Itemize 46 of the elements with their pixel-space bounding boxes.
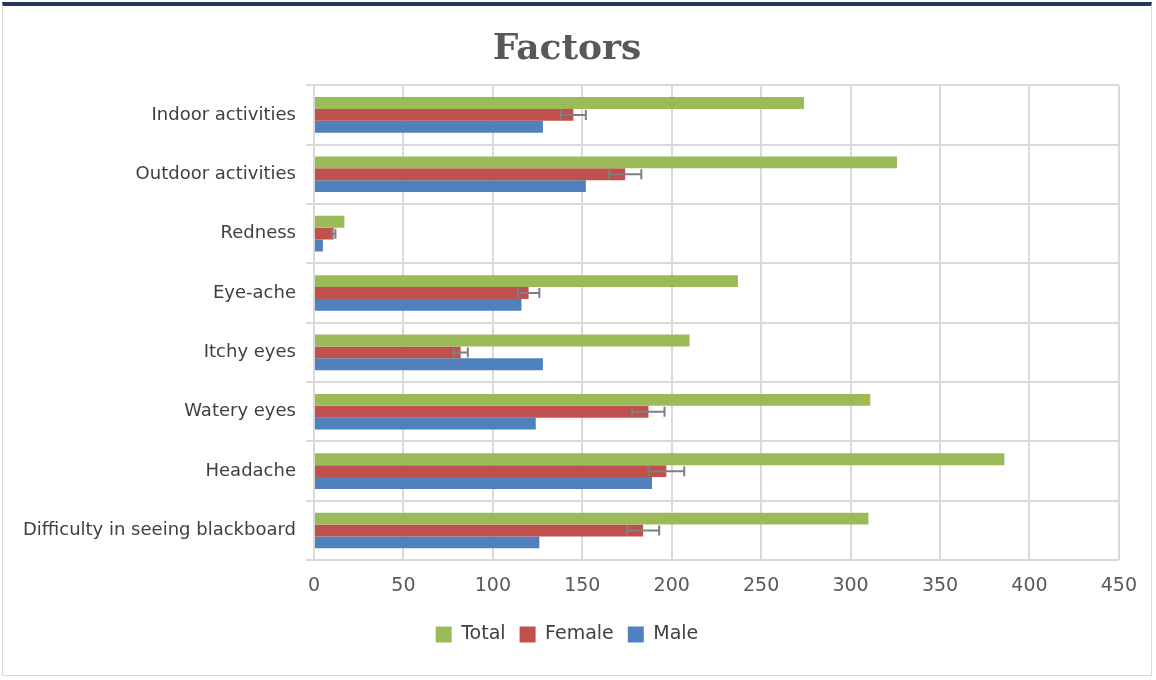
bar [314, 239, 323, 252]
bar [314, 536, 540, 549]
bar [314, 358, 543, 371]
bar [314, 298, 522, 311]
y-tick-label: Watery eyes [184, 399, 296, 421]
legend-label: Male [653, 621, 699, 644]
x-tick-label: 100 [474, 572, 511, 595]
bar [314, 453, 1005, 466]
bar [314, 275, 738, 288]
y-tick-label: Outdoor activities [135, 161, 296, 183]
chart-title: Factors [492, 24, 642, 67]
y-tick-label: Redness [220, 221, 296, 243]
x-tick-label: 150 [564, 572, 601, 595]
bar [314, 120, 543, 133]
x-tick-label: 200 [653, 572, 690, 595]
bar [314, 287, 529, 299]
bar [314, 417, 536, 430]
y-tick-label: Eye-ache [212, 280, 296, 302]
bar [314, 168, 626, 181]
bar [314, 477, 653, 489]
legend-label: Total [460, 621, 506, 644]
bar [314, 524, 644, 537]
bar [314, 108, 574, 121]
x-tick-label: 450 [1100, 572, 1137, 595]
y-tick-label: Indoor activities [151, 102, 296, 124]
bar [314, 97, 805, 109]
bar [314, 156, 898, 169]
x-tick-label: 50 [391, 572, 416, 595]
legend-label: Female [545, 621, 614, 644]
bar [314, 227, 334, 240]
x-tick-label: 400 [1011, 572, 1048, 595]
x-tick-label: 0 [307, 572, 321, 595]
x-tick-label: 350 [921, 572, 959, 595]
bar [314, 465, 667, 478]
x-tick-label: 250 [743, 572, 780, 595]
y-tick-label: Headache [205, 458, 296, 480]
bar [314, 346, 461, 359]
bar [314, 334, 690, 347]
bar [314, 512, 869, 525]
bar [314, 215, 345, 228]
x-tick-label: 300 [832, 572, 869, 595]
bar [314, 393, 871, 406]
bar [314, 405, 649, 418]
bar [314, 180, 586, 193]
y-tick-label: Itchy eyes [203, 340, 296, 362]
y-tick-label: Difficulty in seeing blackboard [22, 518, 296, 540]
